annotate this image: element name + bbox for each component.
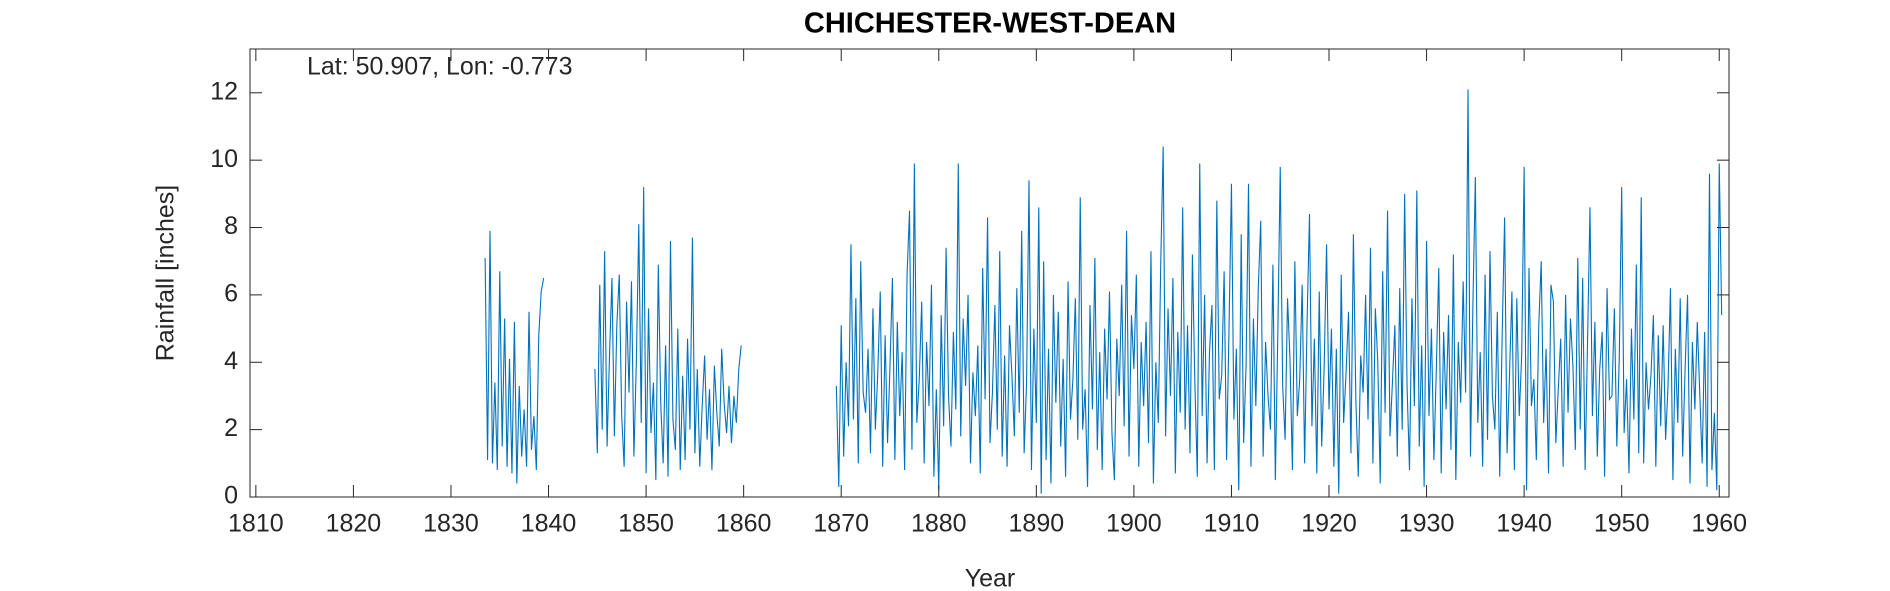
chart-title: CHICHESTER-WEST-DEAN — [804, 8, 1176, 40]
x-tick-label: 1810 — [228, 510, 284, 538]
y-tick-label: 0 — [224, 482, 238, 510]
data-line — [484, 89, 1723, 494]
x-tick-label: 1930 — [1399, 510, 1455, 538]
y-tick-label: 12 — [210, 77, 238, 105]
x-tick-label: 1900 — [1106, 510, 1162, 538]
x-tick-label: 1890 — [1009, 510, 1065, 538]
x-tick-label: 1950 — [1594, 510, 1650, 538]
x-tick-label: 1850 — [618, 510, 674, 538]
y-tick-label: 8 — [224, 212, 238, 240]
plot-frame — [249, 48, 1730, 498]
y-tick-label: 4 — [224, 347, 238, 375]
x-tick-label: 1830 — [423, 510, 479, 538]
x-tick-label: 1820 — [326, 510, 382, 538]
x-tick-label: 1880 — [911, 510, 967, 538]
y-tick-label: 10 — [210, 145, 238, 173]
y-tick-label: 2 — [224, 414, 238, 442]
x-tick-label: 1840 — [521, 510, 577, 538]
y-tick-label: 6 — [224, 280, 238, 308]
x-tick-label: 1870 — [813, 510, 869, 538]
x-tick-label: 1940 — [1496, 510, 1552, 538]
y-axis-label: Rainfall [inches] — [152, 185, 180, 361]
x-tick-label: 1910 — [1204, 510, 1260, 538]
x-axis-label: Year — [965, 565, 1016, 591]
x-tick-label: 1960 — [1691, 510, 1747, 538]
x-tick-label: 1860 — [716, 510, 772, 538]
annotation: Lat: 50.907, Lon: -0.773 — [307, 53, 573, 81]
x-tick-label: 1920 — [1301, 510, 1357, 538]
